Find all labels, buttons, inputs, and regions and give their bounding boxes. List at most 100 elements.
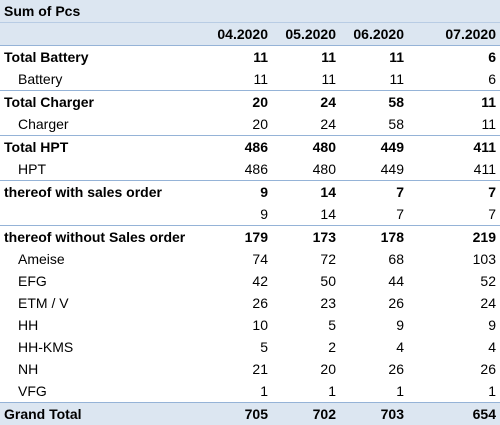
value-cell[interactable]: 11 (340, 46, 408, 69)
value-cell[interactable]: 9 (202, 181, 272, 204)
title-spacer-cell[interactable] (408, 0, 500, 23)
value-cell[interactable]: 486 (202, 136, 272, 159)
value-cell[interactable]: 10 (202, 314, 272, 336)
value-cell[interactable]: 11 (272, 46, 340, 69)
value-cell[interactable]: 26 (340, 292, 408, 314)
value-cell[interactable]: 480 (272, 158, 340, 181)
value-cell[interactable]: 50 (272, 270, 340, 292)
title-spacer-cell[interactable] (202, 0, 272, 23)
row-label-cell[interactable]: Charger (0, 113, 202, 136)
value-cell[interactable]: 20 (272, 358, 340, 380)
value-cell[interactable]: 103 (408, 248, 500, 270)
title-spacer-cell[interactable] (272, 0, 340, 23)
value-cell[interactable]: 26 (408, 358, 500, 380)
value-cell[interactable]: 4 (340, 336, 408, 358)
pivot-title-row: Sum of Pcs (0, 0, 500, 23)
value-cell[interactable]: 449 (340, 136, 408, 159)
row-label-cell[interactable]: HH-KMS (0, 336, 202, 358)
value-cell[interactable]: 11 (202, 68, 272, 91)
value-cell[interactable]: 21 (202, 358, 272, 380)
value-cell[interactable]: 9 (408, 314, 500, 336)
value-cell[interactable]: 173 (272, 226, 340, 249)
value-cell[interactable]: 11 (408, 91, 500, 114)
value-cell[interactable]: 9 (202, 203, 272, 226)
column-header-04-2020[interactable]: 04.2020 (202, 23, 272, 46)
value-cell[interactable]: 219 (408, 226, 500, 249)
column-header-07-2020[interactable]: 07.2020 (408, 23, 500, 46)
value-cell[interactable]: 26 (202, 292, 272, 314)
row-label-cell[interactable]: ETM / V (0, 292, 202, 314)
value-cell[interactable]: 74 (202, 248, 272, 270)
row-label-cell[interactable]: Battery (0, 68, 202, 91)
value-cell[interactable]: 411 (408, 158, 500, 181)
value-cell[interactable]: 6 (408, 46, 500, 69)
value-cell[interactable]: 14 (272, 203, 340, 226)
value-cell[interactable]: 702 (272, 403, 340, 425)
value-cell[interactable]: 6 (408, 68, 500, 91)
row-label-cell[interactable]: Total Charger (0, 91, 202, 114)
value-cell[interactable]: 7 (408, 181, 500, 204)
row-label-cell[interactable]: EFG (0, 270, 202, 292)
column-header-06-2020[interactable]: 06.2020 (340, 23, 408, 46)
row-label-cell[interactable]: NH (0, 358, 202, 380)
row-label-cell[interactable]: VFG (0, 380, 202, 403)
value-cell[interactable]: 486 (202, 158, 272, 181)
value-cell[interactable]: 11 (340, 68, 408, 91)
row-label-cell[interactable]: Grand Total (0, 403, 202, 425)
value-cell[interactable]: 4 (408, 336, 500, 358)
title-spacer-cell[interactable] (340, 0, 408, 23)
value-cell[interactable]: 44 (340, 270, 408, 292)
row-label-header-cell[interactable] (0, 23, 202, 46)
row-label-cell[interactable]: HH (0, 314, 202, 336)
value-cell[interactable]: 20 (202, 91, 272, 114)
row-label-cell[interactable]: Total Battery (0, 46, 202, 69)
row-label-cell[interactable]: thereof without Sales order (0, 226, 202, 249)
value-cell[interactable]: 449 (340, 158, 408, 181)
value-cell[interactable]: 5 (202, 336, 272, 358)
value-cell[interactable]: 705 (202, 403, 272, 425)
value-cell[interactable]: 11 (408, 113, 500, 136)
value-cell[interactable]: 58 (340, 113, 408, 136)
value-cell[interactable]: 411 (408, 136, 500, 159)
value-cell[interactable]: 26 (340, 358, 408, 380)
value-cell[interactable]: 72 (272, 248, 340, 270)
value-cell[interactable]: 1 (340, 380, 408, 403)
row-label-cell[interactable]: Total HPT (0, 136, 202, 159)
value-cell[interactable]: 1 (408, 380, 500, 403)
value-cell[interactable]: 9 (340, 314, 408, 336)
value-cell[interactable]: 14 (272, 181, 340, 204)
value-cell[interactable]: 7 (408, 203, 500, 226)
value-cell[interactable]: 480 (272, 136, 340, 159)
value-cell[interactable]: 1 (272, 380, 340, 403)
row-label-cell[interactable]: HPT (0, 158, 202, 181)
pivot-title[interactable]: Sum of Pcs (0, 0, 202, 23)
value-cell[interactable]: 24 (272, 113, 340, 136)
value-cell[interactable]: 42 (202, 270, 272, 292)
value-cell[interactable]: 1 (202, 380, 272, 403)
value-cell[interactable]: 5 (272, 314, 340, 336)
value-cell[interactable]: 2 (272, 336, 340, 358)
column-header-05-2020[interactable]: 05.2020 (272, 23, 340, 46)
value-cell[interactable]: 58 (340, 91, 408, 114)
value-cell[interactable]: 24 (272, 91, 340, 114)
value-cell[interactable]: 7 (340, 181, 408, 204)
value-cell[interactable]: 23 (272, 292, 340, 314)
value-cell[interactable]: 68 (340, 248, 408, 270)
value-cell[interactable]: 703 (340, 403, 408, 425)
value-cell[interactable]: 24 (408, 292, 500, 314)
value-cell[interactable]: 11 (202, 46, 272, 69)
value-cell[interactable]: 52 (408, 270, 500, 292)
row-label-cell[interactable]: Ameise (0, 248, 202, 270)
value-cell[interactable]: 7 (340, 203, 408, 226)
value-cell[interactable]: 654 (408, 403, 500, 425)
value-cell[interactable]: 11 (272, 68, 340, 91)
row-label-cell[interactable] (0, 203, 202, 226)
value-cell[interactable]: 179 (202, 226, 272, 249)
value-cell[interactable]: 20 (202, 113, 272, 136)
value-cell[interactable]: 178 (340, 226, 408, 249)
row-label-cell[interactable]: thereof with sales order (0, 181, 202, 204)
